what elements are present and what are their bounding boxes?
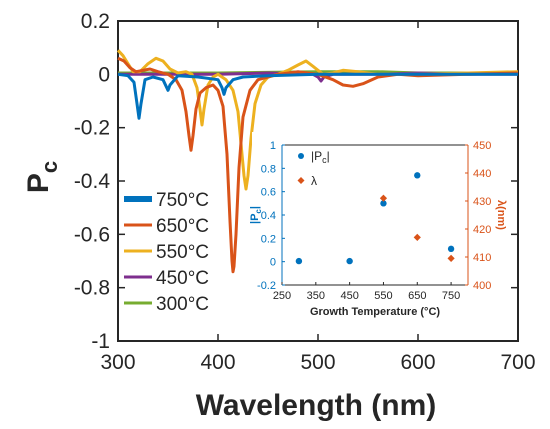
- y-tick-label: -1: [91, 330, 110, 353]
- inset-legend-pc-label: |Pc|: [311, 149, 330, 165]
- inset-right-tick-label: 420: [473, 224, 491, 236]
- x-axis-label: Wavelength (nm): [196, 389, 437, 422]
- x-tick-label: 600: [400, 351, 435, 374]
- inset-legend-lambda-label: λ: [311, 174, 317, 188]
- y-tick-label: -0.8: [74, 277, 110, 300]
- y-tick-label: 0.2: [81, 10, 110, 33]
- y-tick-label: 0: [98, 63, 110, 86]
- inset-left-tick-label: 1: [270, 140, 276, 152]
- inset-left-axis-label: |Pc|: [249, 206, 263, 224]
- inset-x-tick-label: 550: [374, 290, 392, 302]
- inset-right-tick-label: 430: [473, 196, 491, 208]
- inset-legend-lambda-marker: [297, 177, 305, 184]
- inset-right-tick-label: 410: [473, 252, 491, 264]
- inset-legend-pc-marker: [298, 153, 304, 159]
- main-plot-series: [116, 49, 519, 274]
- inset-left-tick-label: 0.4: [261, 210, 276, 222]
- main-legend: 750°C 650°C 550°C 450°C 300°C: [124, 190, 209, 315]
- legend-label: 650°C: [156, 216, 209, 237]
- x-tick-label: 500: [300, 351, 335, 374]
- inset-x-tick-label: 650: [408, 290, 426, 302]
- inset-x-tick-label: 450: [340, 290, 358, 302]
- series-line-650c: [117, 56, 519, 274]
- inset-x-tick-label: 750: [442, 290, 460, 302]
- inset-x-tick-label: 250: [273, 290, 291, 302]
- inset-pc-point: [414, 172, 421, 179]
- y-tick-label: -0.4: [74, 170, 111, 193]
- legend-label: 750°C: [156, 190, 209, 211]
- inset-pc-point: [295, 257, 303, 265]
- legend-label: 450°C: [156, 268, 209, 289]
- legend-label: 300°C: [156, 294, 209, 315]
- y-tick-label: -0.6: [74, 223, 110, 246]
- inset-left-tick-label: 0.8: [261, 163, 276, 175]
- y-tick-label: -0.2: [74, 117, 110, 140]
- inset-lambda-point: [447, 254, 455, 262]
- inset-x-axis-label: Growth Temperature (°C): [310, 306, 440, 318]
- inset-right-tick-label: 440: [473, 168, 491, 180]
- inset-x-tick-label: 350: [307, 290, 325, 302]
- inset-chart: 250 350 450 550 650 750 1 0.8 0.6 0.4 0.2 0 -0.2 450 4…: [249, 132, 510, 326]
- x-tick-label: 700: [500, 351, 535, 374]
- inset-pc-point: [447, 245, 455, 253]
- inset-right-axis-label: λ(nm): [495, 200, 507, 230]
- legend-label: 550°C: [156, 242, 209, 263]
- series-line-750c: [117, 72, 518, 120]
- inset-right-tick-label: 400: [473, 280, 491, 292]
- inset-right-tick-label: 450: [473, 140, 491, 152]
- inset-pc-point: [380, 200, 387, 207]
- x-tick-label: 300: [100, 351, 135, 374]
- inset-left-tick-label: 0: [270, 257, 276, 269]
- x-tick-label: 400: [200, 351, 235, 374]
- inset-left-tick-label: 0.2: [261, 233, 276, 245]
- inset-left-tick-label: -0.2: [257, 280, 276, 292]
- inset-pc-point: [346, 257, 353, 265]
- y-axis-label: Pc: [22, 161, 62, 193]
- inset-lambda-point: [379, 194, 388, 202]
- inset-lambda-point: [413, 233, 421, 241]
- inset-left-tick-label: 0.6: [261, 187, 276, 199]
